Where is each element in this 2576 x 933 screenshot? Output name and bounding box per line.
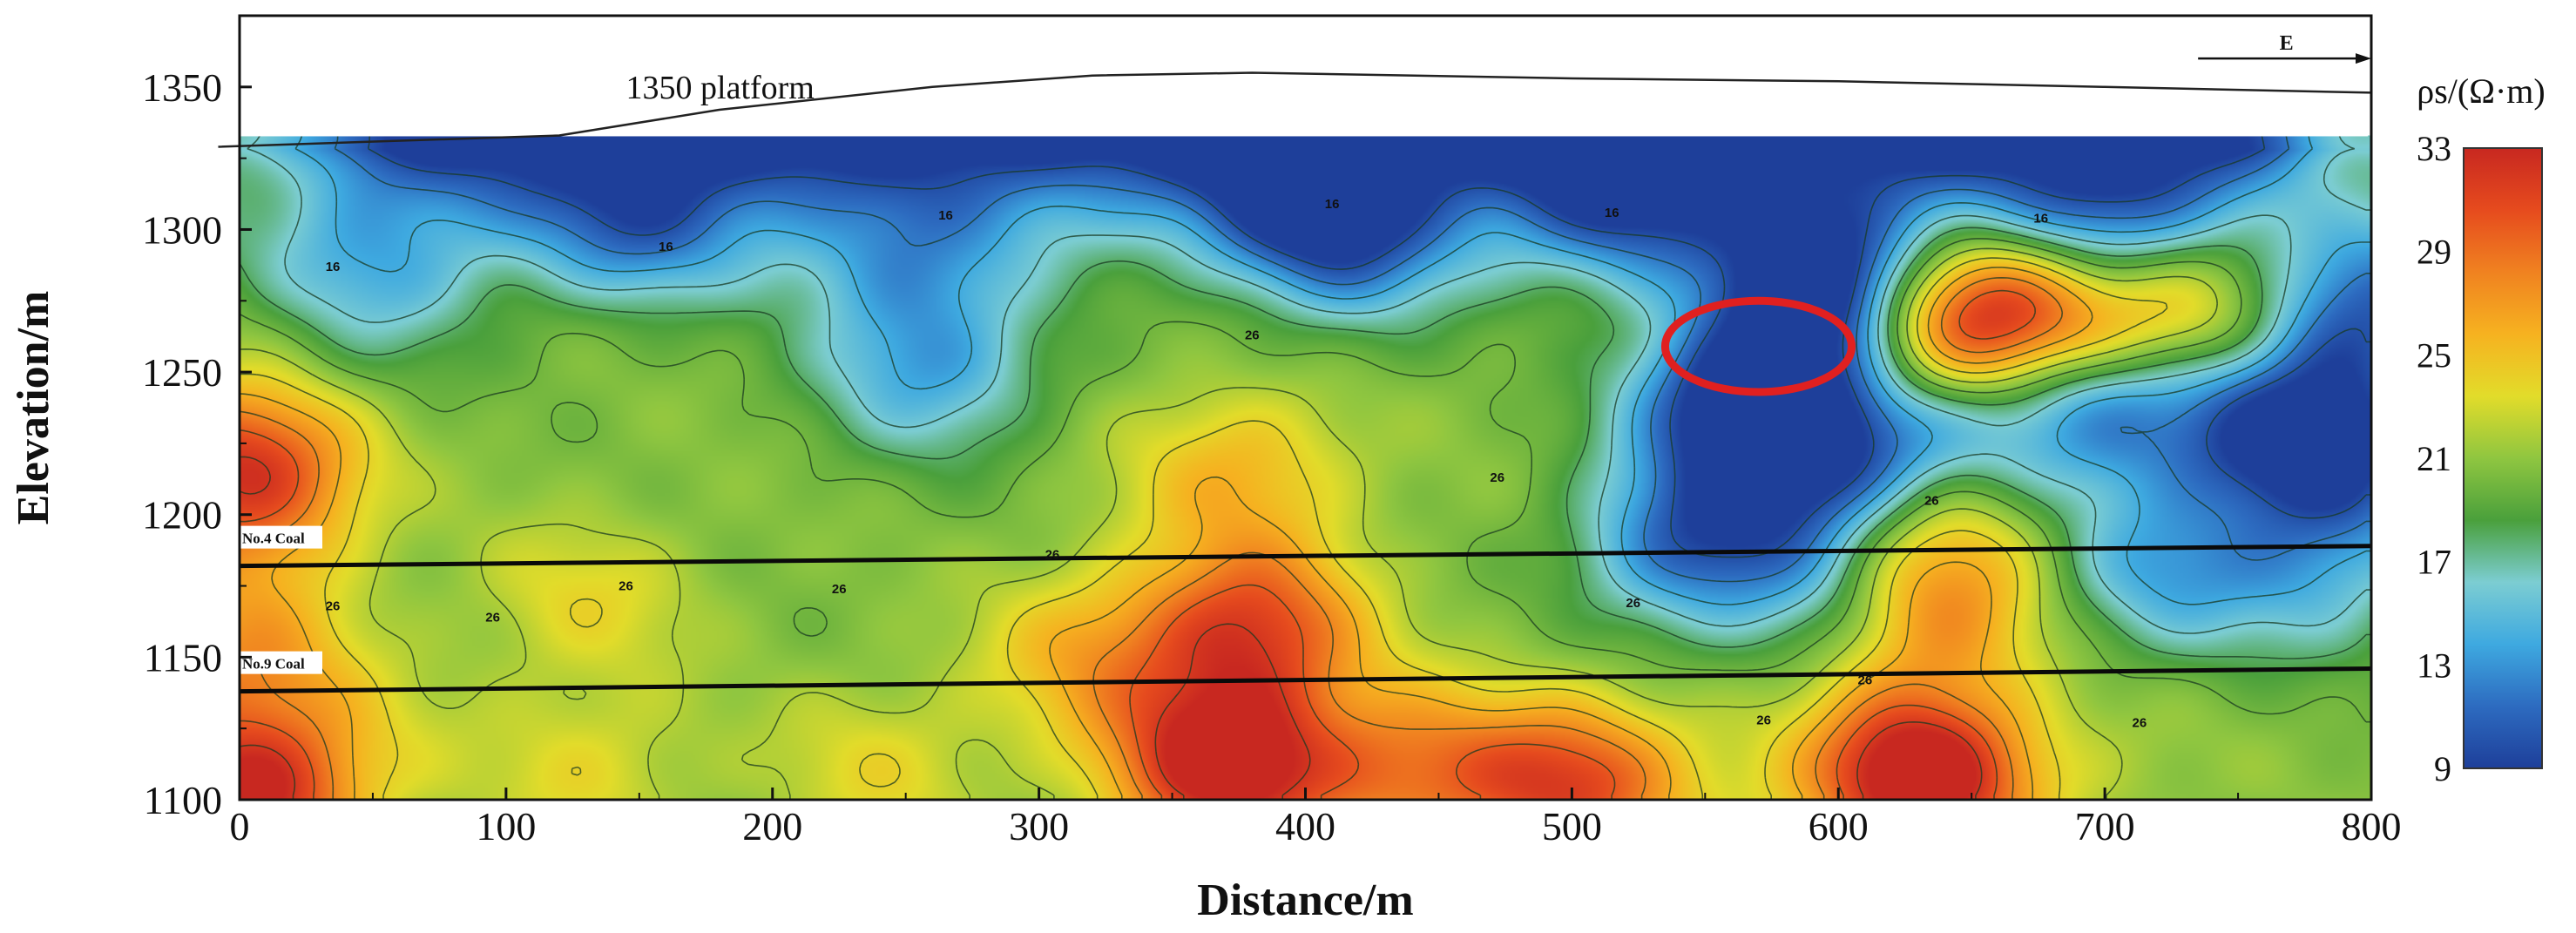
contour-label: 16 — [659, 240, 673, 254]
contour-label: 26 — [2133, 716, 2147, 731]
contour-label: 16 — [938, 208, 953, 223]
x-tick-label: 0 — [230, 804, 250, 848]
contour-label: 26 — [832, 582, 847, 597]
x-axis-title: Distance/m — [1197, 876, 1413, 925]
y-tick-label: 1350 — [142, 65, 222, 110]
contour-label: 26 — [1245, 328, 1260, 343]
colorbar-tick-label: 25 — [2417, 335, 2451, 375]
contour-label: 26 — [1756, 713, 1771, 727]
colorbar-title: ρs/(Ω·m) — [2417, 71, 2545, 111]
y-tick-label: 1150 — [144, 635, 222, 679]
direction-arrowhead-icon — [2356, 53, 2371, 64]
contour-label: 26 — [485, 611, 500, 625]
contour-label: 26 — [1924, 493, 1939, 508]
x-tick-label: 300 — [1009, 804, 1069, 848]
resistivity-field — [240, 135, 2371, 801]
contour-label: 26 — [1490, 470, 1504, 485]
contour-line — [240, 238, 2371, 723]
coal-seams: No.4 Coal No.9 Coal — [239, 525, 2372, 694]
surface-line — [218, 71, 2372, 148]
resistivity-field-image — [240, 135, 2371, 801]
surface-line-label: 1350 platform — [626, 70, 815, 106]
contour-label: 26 — [619, 579, 633, 594]
contour-label: 16 — [1605, 206, 1619, 220]
contour-label: 16 — [1325, 197, 1340, 212]
x-tick-label: 500 — [1542, 804, 1602, 848]
contour-line — [240, 226, 2371, 659]
axes: 0 100 200 300 400 500 600 700 800 1100 1150 1200 125… — [142, 65, 2402, 848]
colorbar-tick-label: 29 — [2417, 233, 2451, 272]
y-tick-label: 1200 — [142, 493, 222, 537]
colorbar-tick-label: 33 — [2417, 129, 2451, 168]
contour-line — [240, 456, 1983, 800]
contour-label: 16 — [2033, 211, 2048, 226]
coal-seam-label: No.4 Coal — [242, 531, 305, 547]
y-tick-label: 1250 — [142, 350, 222, 395]
y-axis-title: Elevation/m — [9, 291, 58, 525]
coal-seam-label-bg — [239, 525, 322, 549]
contour-label: 26 — [1045, 548, 1060, 563]
contour-label: 26 — [326, 598, 341, 613]
x-tick-label: 700 — [2075, 804, 2135, 848]
x-tick-label: 600 — [1809, 804, 1869, 848]
contour-line — [247, 135, 2371, 634]
x-tick-label: 200 — [742, 804, 802, 848]
coal-seam-label-bg — [239, 651, 322, 674]
colorbar-ticks: 9 13 17 21 25 29 33 — [2417, 129, 2451, 788]
contour-line — [240, 289, 2036, 800]
contour-line — [294, 135, 2371, 605]
direction-label: E — [2280, 32, 2294, 55]
colorbar-tick-label: 17 — [2417, 543, 2451, 582]
colorbar-tick-label: 9 — [2434, 749, 2451, 788]
profile-top-mask — [222, 19, 2368, 137]
coal-seam-line — [239, 666, 2372, 694]
x-tick-label: 400 — [1275, 804, 1335, 848]
coal-seam-label: No.9 Coal — [242, 656, 305, 673]
x-tick-label: 800 — [2342, 804, 2402, 848]
colorbar-tick-label: 13 — [2417, 646, 2451, 685]
colorbar: 9 13 17 21 25 29 33 ρs/(Ω·m) — [2417, 71, 2546, 788]
y-tick-label: 1100 — [144, 778, 222, 822]
contour-line — [367, 135, 2371, 558]
contour-line — [240, 277, 2064, 800]
contour-label: 26 — [1857, 673, 1872, 688]
contour-line — [240, 247, 2218, 800]
contour-label: 26 — [1626, 596, 1640, 611]
contour-labels: 16 16 16 16 16 16 26 26 26 26 26 26 26 26 26 26 26 26 — [326, 197, 2147, 731]
contour-line — [240, 257, 2168, 800]
colorbar-tick-label: 21 — [2417, 439, 2451, 478]
colorbar-gradient — [2463, 147, 2543, 769]
contour-label: 16 — [326, 260, 341, 274]
y-tick-label: 1300 — [142, 207, 222, 252]
anomaly-highlight-ellipse — [1660, 296, 1856, 396]
x-tick-label: 100 — [476, 804, 536, 848]
contour-line — [240, 267, 2093, 800]
coal-seam-line — [239, 544, 2372, 569]
